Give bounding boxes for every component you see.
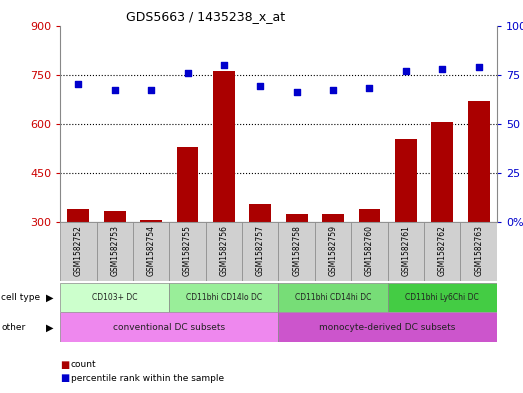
Text: other: other <box>1 323 25 332</box>
Bar <box>351 222 388 281</box>
Bar <box>388 222 424 281</box>
Bar <box>140 220 162 222</box>
Bar <box>395 138 417 222</box>
Text: cell type: cell type <box>1 294 40 302</box>
Bar <box>424 222 460 281</box>
Bar <box>278 312 497 342</box>
Text: GSM1582758: GSM1582758 <box>292 225 301 276</box>
Text: CD11bhi CD14hi DC: CD11bhi CD14hi DC <box>295 293 371 302</box>
Text: GSM1582752: GSM1582752 <box>74 225 83 276</box>
Text: percentile rank within the sample: percentile rank within the sample <box>71 374 224 382</box>
Text: GSM1582753: GSM1582753 <box>110 225 119 276</box>
Text: ■: ■ <box>60 360 70 370</box>
Bar <box>359 209 380 222</box>
Bar <box>278 283 388 312</box>
Text: conventional DC subsets: conventional DC subsets <box>113 323 225 332</box>
Point <box>147 87 155 94</box>
Bar <box>169 283 278 312</box>
Bar <box>67 209 89 222</box>
Text: GSM1582757: GSM1582757 <box>256 225 265 276</box>
Bar <box>278 222 315 281</box>
Bar <box>133 222 169 281</box>
Bar <box>460 222 497 281</box>
Text: CD11bhi Ly6Chi DC: CD11bhi Ly6Chi DC <box>405 293 479 302</box>
Point <box>402 68 410 74</box>
Text: CD103+ DC: CD103+ DC <box>92 293 138 302</box>
Point <box>256 83 265 90</box>
Bar <box>388 283 497 312</box>
Text: GSM1582755: GSM1582755 <box>183 225 192 276</box>
Text: GSM1582761: GSM1582761 <box>401 225 411 276</box>
Text: GSM1582760: GSM1582760 <box>365 225 374 276</box>
Point <box>110 87 119 94</box>
Bar <box>242 222 278 281</box>
Bar <box>286 214 308 222</box>
Bar <box>169 222 206 281</box>
Text: ▶: ▶ <box>46 322 53 332</box>
Text: monocyte-derived DC subsets: monocyte-derived DC subsets <box>320 323 456 332</box>
Bar <box>315 222 351 281</box>
Point <box>292 89 301 95</box>
Point <box>474 64 483 70</box>
Bar <box>60 312 278 342</box>
Text: GSM1582756: GSM1582756 <box>220 225 229 276</box>
Text: GSM1582754: GSM1582754 <box>146 225 156 276</box>
Text: CD11bhi CD14lo DC: CD11bhi CD14lo DC <box>186 293 262 302</box>
Bar <box>468 101 490 222</box>
Bar <box>177 147 198 222</box>
Text: ▶: ▶ <box>46 293 53 303</box>
Bar <box>431 122 453 222</box>
Bar <box>104 211 126 222</box>
Bar <box>97 222 133 281</box>
Bar <box>213 72 235 222</box>
Point <box>74 81 83 88</box>
Bar <box>322 214 344 222</box>
Bar <box>249 204 271 222</box>
Point <box>329 87 337 94</box>
Point <box>365 85 373 92</box>
Bar <box>60 222 97 281</box>
Point <box>438 66 447 72</box>
Point <box>184 70 192 76</box>
Text: GSM1582762: GSM1582762 <box>438 225 447 276</box>
Text: count: count <box>71 360 96 369</box>
Text: ■: ■ <box>60 373 70 383</box>
Bar <box>206 222 242 281</box>
Text: GDS5663 / 1435238_x_at: GDS5663 / 1435238_x_at <box>126 10 285 23</box>
Text: GSM1582763: GSM1582763 <box>474 225 483 276</box>
Text: GSM1582759: GSM1582759 <box>328 225 337 276</box>
Bar <box>60 283 169 312</box>
Point <box>220 62 228 68</box>
